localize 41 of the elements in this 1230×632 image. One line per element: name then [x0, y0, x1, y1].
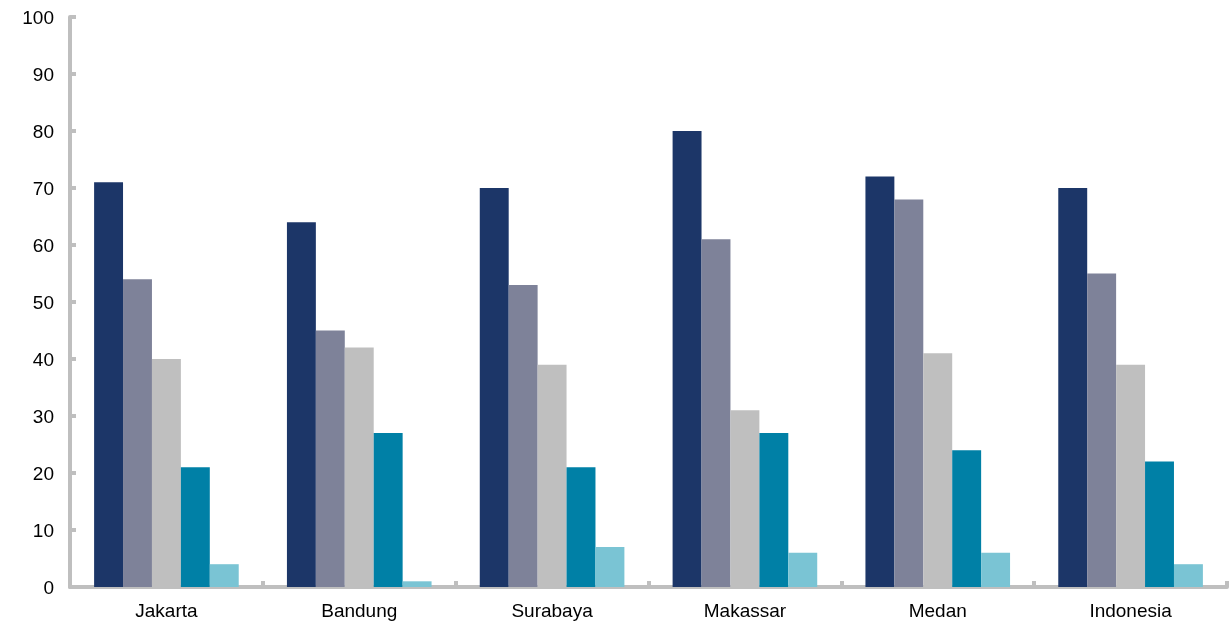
bar [508, 284, 538, 587]
bar [952, 450, 982, 587]
bar [1058, 188, 1088, 587]
bar [123, 279, 152, 587]
y-tick-label: 80 [32, 120, 54, 142]
y-tick-label: 40 [32, 348, 54, 370]
bar [479, 188, 509, 587]
bar [595, 547, 625, 587]
bar [315, 330, 345, 587]
bar [566, 467, 596, 587]
bar [788, 552, 818, 587]
bar [701, 239, 731, 587]
x-tick-label: Surabaya [511, 600, 594, 621]
bar [94, 182, 124, 587]
y-tick-label: 90 [32, 63, 54, 85]
bar [894, 199, 924, 587]
y-tick-label: 100 [22, 6, 54, 28]
bar [286, 222, 316, 587]
bar [373, 433, 403, 587]
y-tick-label: 10 [32, 519, 54, 541]
bar [180, 467, 210, 587]
y-tick-label: 70 [32, 177, 54, 199]
bar [1145, 461, 1174, 587]
bar [402, 581, 432, 587]
bar [672, 131, 702, 587]
x-tick-label: Indonesia [1089, 600, 1173, 621]
y-tick-label: 60 [32, 234, 54, 256]
y-tick-label: 30 [32, 405, 54, 427]
bar [1087, 273, 1117, 587]
bar [981, 552, 1011, 587]
bar [209, 564, 239, 587]
x-tick-label: Makassar [703, 600, 787, 621]
y-tick-label: 50 [32, 291, 54, 313]
x-tick-label: Medan [908, 600, 967, 621]
x-tick-label: Jakarta [135, 600, 198, 621]
bar [865, 176, 895, 587]
y-tick-label: 0 [43, 576, 54, 598]
bar [1173, 564, 1203, 587]
y-tick-label: 20 [32, 462, 54, 484]
x-tick-label: Bandung [321, 600, 398, 621]
bar [759, 433, 789, 587]
